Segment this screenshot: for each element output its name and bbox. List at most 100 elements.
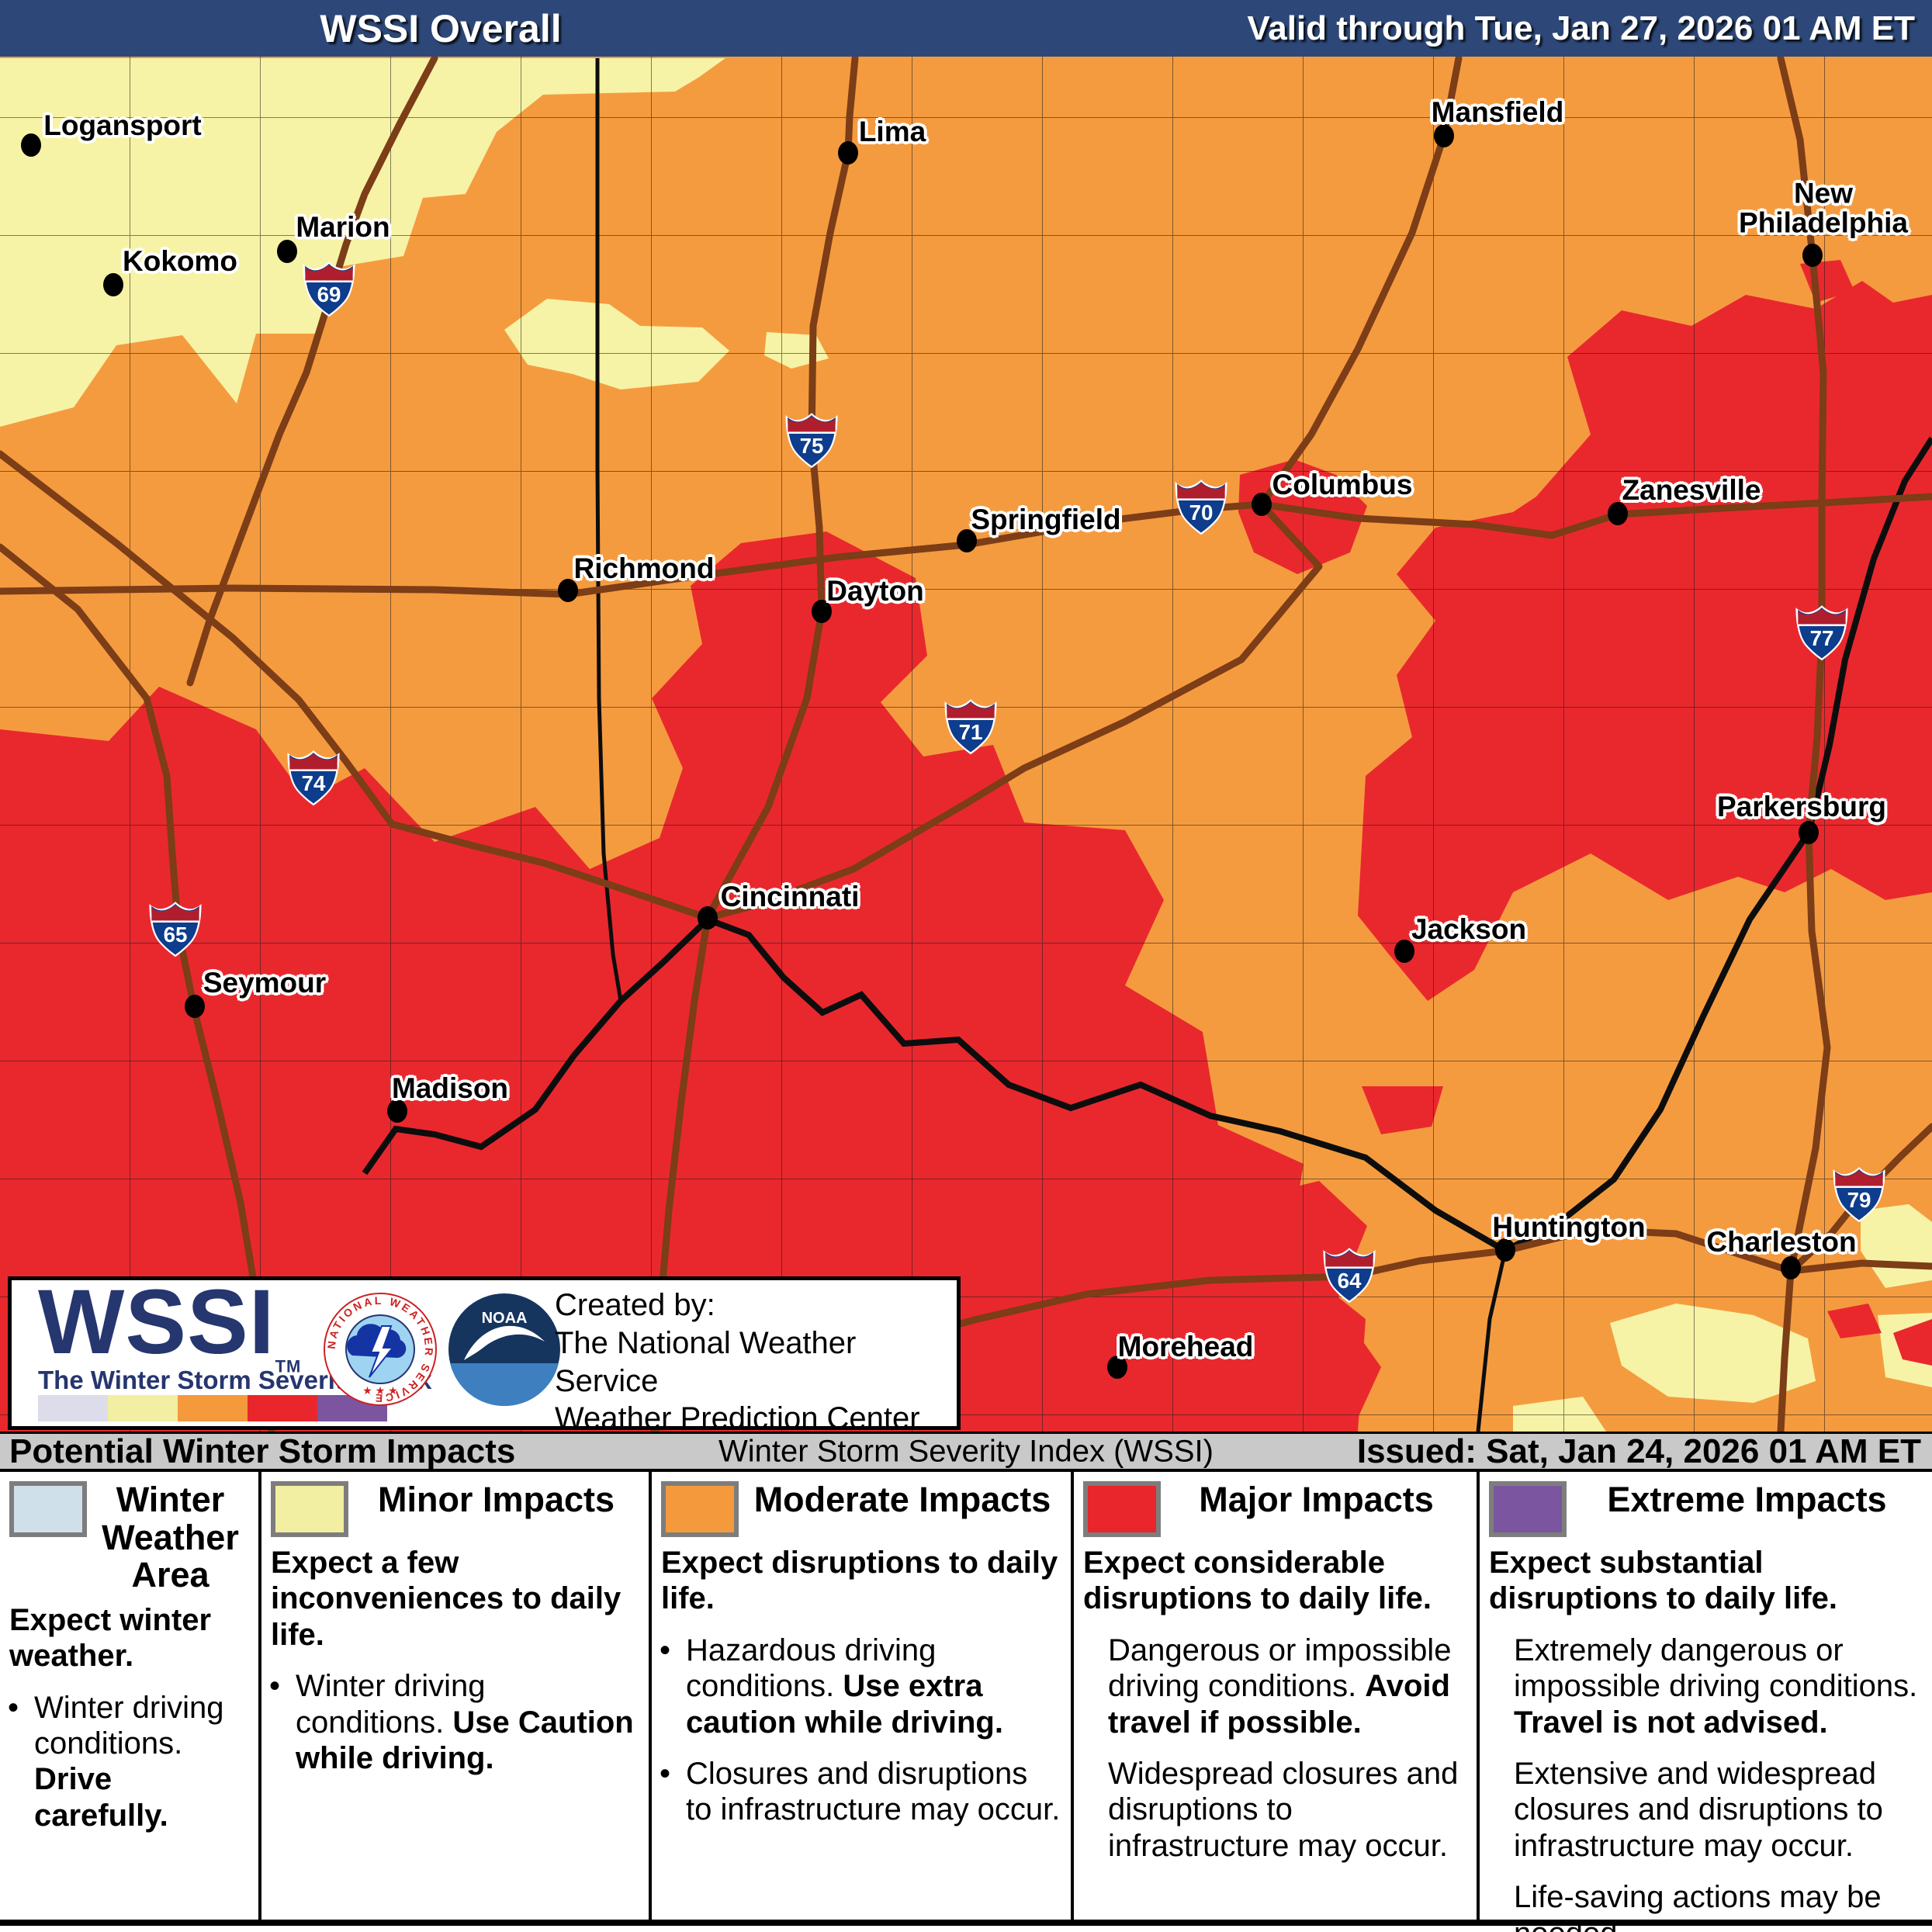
- state-borders: [362, 58, 1932, 1432]
- interstate-79-shield-icon: 79: [1830, 1165, 1888, 1225]
- legend-column-major-impacts: Major Impacts Expect considerable disrupt…: [1071, 1472, 1477, 1920]
- city-label: Lima: [858, 116, 926, 148]
- city-label: Huntington: [1492, 1211, 1646, 1244]
- extreme-impacts-item-text: Life-saving actions may be needed.: [1514, 1880, 1882, 1932]
- interstate-77-shield-icon: 77: [1793, 603, 1851, 663]
- city-dot: [1107, 1356, 1127, 1379]
- severity-legend: Winter Weather Area Expect winter weather…: [0, 1472, 1932, 1932]
- moderate-impacts-lead: Expect disruptions to daily life.: [661, 1546, 1058, 1616]
- interstate-64-shield-icon: 64: [1321, 1245, 1378, 1306]
- city-dot: [1495, 1238, 1515, 1262]
- city-label: Mansfield: [1431, 96, 1564, 129]
- bullet-icon: •: [8, 1690, 19, 1725]
- svg-text:69: 69: [317, 282, 341, 306]
- noaa-logo-icon: NOAA: [448, 1293, 560, 1407]
- winter-weather-area-swatch: [9, 1481, 87, 1537]
- bullet-icon: •: [269, 1669, 281, 1704]
- city-dot: [957, 529, 977, 552]
- city-dot: [1799, 821, 1819, 844]
- city-label: Zanesville: [1622, 474, 1761, 507]
- winter-weather-area-item: • Winter driving conditions. Drive carefu…: [8, 1690, 249, 1834]
- legend-column-winter-weather-area: Winter Weather Area Expect winter weather…: [0, 1472, 258, 1920]
- impacts-title-bar: Potential Winter Storm Impacts Winter St…: [0, 1432, 1932, 1472]
- bullet-icon: •: [660, 1633, 671, 1667]
- city-dot: [1252, 493, 1272, 516]
- major-impacts-item-text: Dangerous or impossible driving conditio…: [1108, 1633, 1452, 1740]
- created-by-block: Created by: The National Weather Service…: [555, 1286, 957, 1438]
- city-label: Dayton: [826, 575, 924, 608]
- interstate-75-shield-icon: 75: [783, 410, 840, 471]
- city-dot: [1434, 124, 1454, 147]
- severity-strip-swatch-1: [108, 1395, 178, 1421]
- moderate-impacts-item: • Closures and disruptions to infrastruct…: [660, 1756, 1061, 1828]
- nws-logo-icon: NATIONAL WEATHER SERVICE ★ ★ ★: [324, 1293, 437, 1406]
- city-label: Springfield: [971, 504, 1121, 536]
- city-dot: [277, 240, 297, 263]
- moderate-impacts-item: • Hazardous driving conditions. Use extra…: [660, 1633, 1061, 1740]
- city-label: Jackson: [1411, 913, 1527, 946]
- wssi-wordmark: WSSITM: [38, 1271, 302, 1376]
- city-dot: [21, 133, 41, 157]
- svg-text:64: 64: [1338, 1269, 1362, 1293]
- moderate-impacts-item-text: Closures and disruptions to infrastructu…: [686, 1756, 1061, 1827]
- winter-weather-area-lead: Expect winter weather.: [9, 1602, 212, 1674]
- city-dot: [1608, 502, 1628, 525]
- city-label: Cincinnati: [720, 881, 860, 913]
- city-label: Morehead: [1117, 1331, 1254, 1363]
- city-label: Kokomo: [123, 245, 237, 278]
- city-label: New Philadelphia: [1739, 177, 1908, 238]
- city-dot: [1394, 940, 1414, 963]
- city-label: Parkersburg: [1717, 791, 1886, 823]
- extreme-impacts-item-text: Extensive and widespread closures and di…: [1514, 1756, 1883, 1863]
- extreme-impacts-title: Extreme Impacts: [1607, 1480, 1887, 1519]
- trademark-text: TM: [275, 1356, 302, 1376]
- city-dot: [558, 579, 578, 602]
- page-title: WSSI Overall: [320, 6, 562, 50]
- minor-impacts-swatch: [271, 1481, 348, 1537]
- moderate-impacts-swatch: [661, 1481, 739, 1537]
- major-impacts-title: Major Impacts: [1199, 1480, 1434, 1519]
- potential-impacts-label: Potential Winter Storm Impacts: [9, 1432, 516, 1470]
- valid-through-text: Valid through Tue, Jan 27, 2026 01 AM ET: [1247, 9, 1915, 47]
- city-dot: [185, 995, 205, 1018]
- major-impacts-lead: Expect considerable disruptions to daily…: [1083, 1546, 1432, 1616]
- interstate-71-shield-icon: 71: [942, 697, 999, 757]
- extreme-impacts-lead: Expect substantial disruptions to daily …: [1489, 1546, 1837, 1616]
- city-dot: [838, 141, 858, 164]
- svg-text:★ ★ ★: ★ ★ ★: [362, 1384, 397, 1397]
- bullet-icon: •: [660, 1756, 671, 1791]
- city-label: Charleston: [1706, 1226, 1857, 1259]
- svg-text:74: 74: [302, 771, 326, 795]
- extreme-impacts-item-text: Extremely dangerous or impossible drivin…: [1514, 1633, 1918, 1740]
- org-line1: The National Weather Service: [555, 1325, 857, 1398]
- svg-text:65: 65: [164, 923, 188, 947]
- moderate-impacts-item-text: Hazardous driving conditions. Use extra …: [686, 1633, 1003, 1740]
- svg-text:79: 79: [1847, 1188, 1871, 1212]
- major-impacts-item: Dangerous or impossible driving conditio…: [1082, 1633, 1467, 1740]
- minor-impacts-item: • Winter driving conditions. Use Caution …: [269, 1668, 639, 1776]
- wssi-info-box: WSSITM The Winter Storm Severity Index N…: [8, 1271, 961, 1435]
- interstate-74-shield-icon: 74: [285, 748, 342, 808]
- severity-strip-swatch-2: [178, 1395, 248, 1421]
- created-by-label: Created by:: [555, 1288, 715, 1322]
- city-label: Seymour: [203, 967, 327, 999]
- svg-text:77: 77: [1810, 626, 1834, 650]
- severity-color-strip: [38, 1395, 387, 1421]
- legend-column-moderate-impacts: Moderate Impacts Expect disruptions to da…: [649, 1472, 1071, 1920]
- city-dot: [387, 1099, 407, 1123]
- issued-timestamp: Issued: Sat, Jan 24, 2026 01 AM ET: [1356, 1432, 1921, 1470]
- extreme-impacts-item: Life-saving actions may be needed.: [1487, 1879, 1923, 1932]
- city-label: Richmond: [573, 552, 715, 585]
- interstate-69-shield-icon: 69: [300, 259, 358, 320]
- city-dot: [1802, 244, 1823, 267]
- header-bar: WSSI Overall Valid through Tue, Jan 27, …: [0, 0, 1932, 57]
- winter-weather-area-item-text: Winter driving conditions. Drive careful…: [34, 1690, 224, 1833]
- major-impacts-swatch: [1083, 1481, 1161, 1537]
- city-dot: [103, 273, 123, 296]
- city-dot: [1781, 1256, 1801, 1279]
- minor-impacts-title: Minor Impacts: [377, 1480, 615, 1519]
- winter-weather-area-title: Winter Weather Area: [102, 1480, 239, 1595]
- major-impacts-item: Widespread closures and disruptions to i…: [1082, 1756, 1467, 1864]
- minor-impacts-item-text: Winter driving conditions. Use Caution w…: [296, 1669, 634, 1775]
- city-dot: [812, 600, 832, 623]
